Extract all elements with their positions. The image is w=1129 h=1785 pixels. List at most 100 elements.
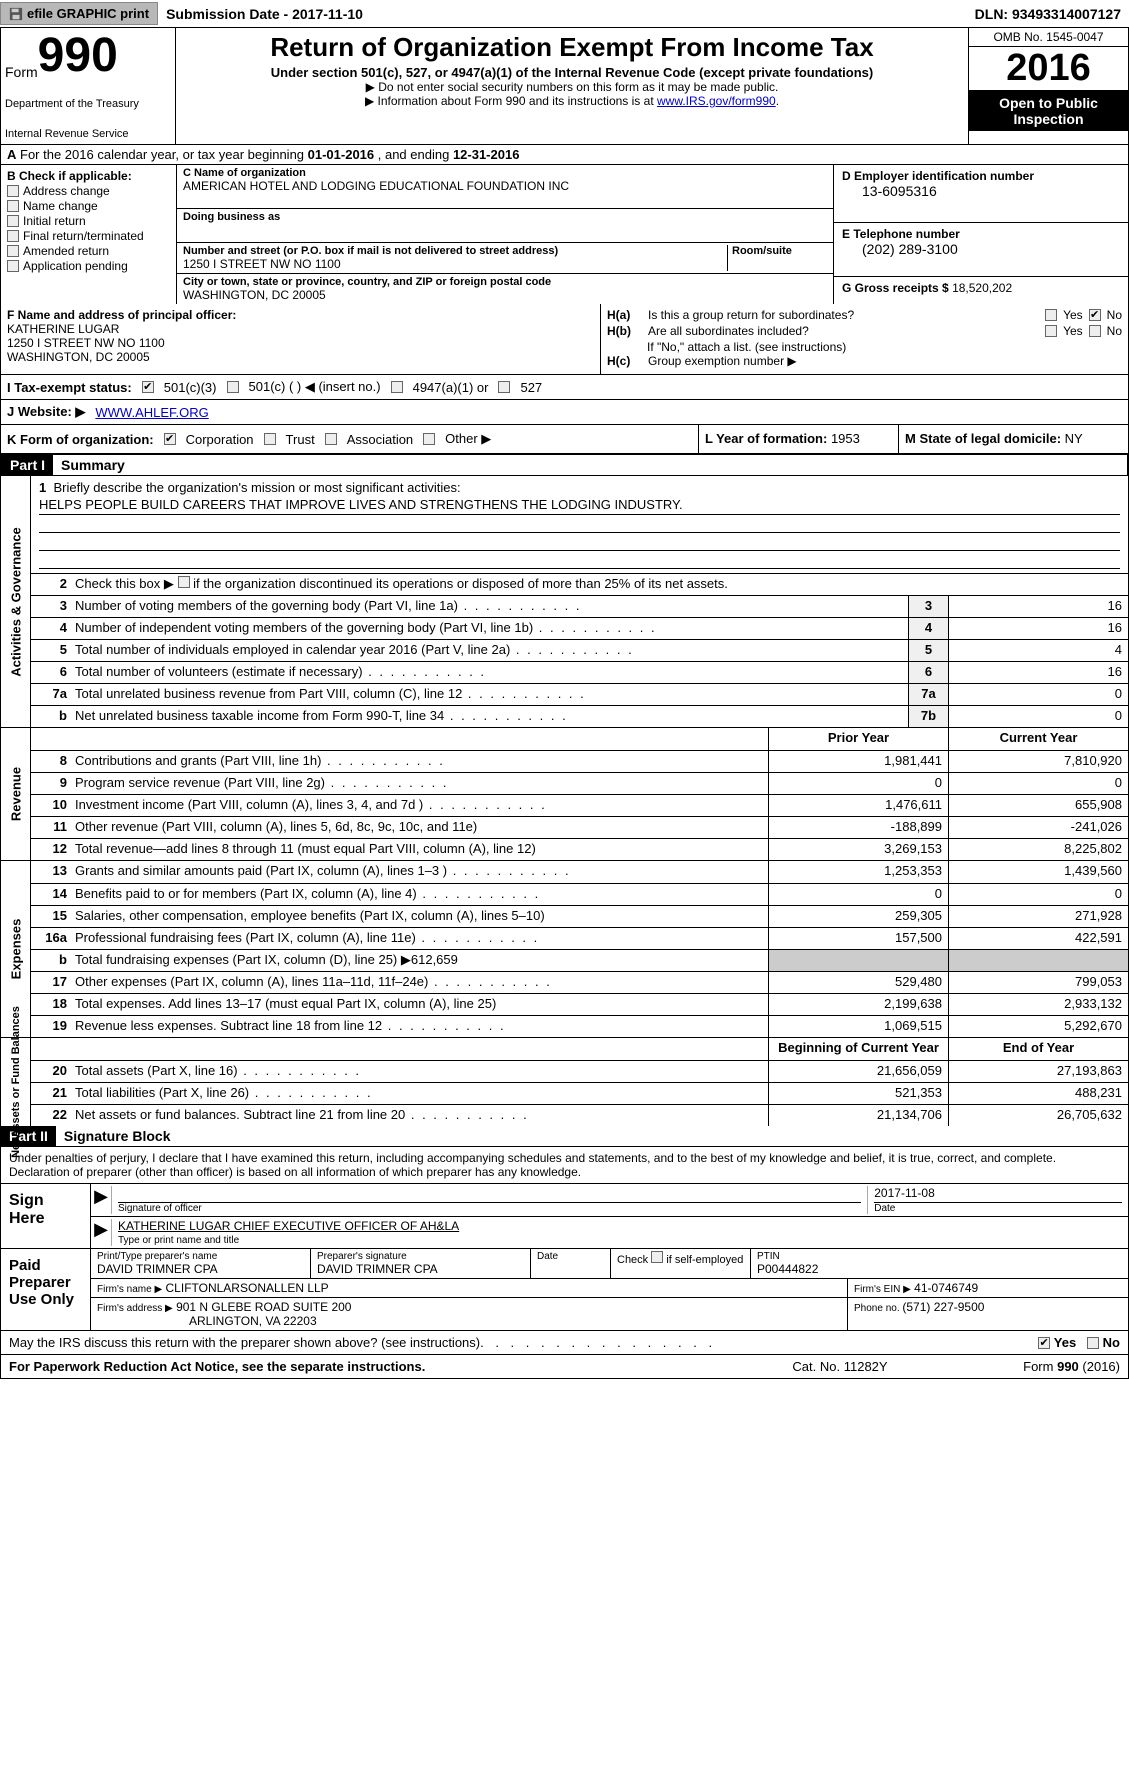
section-expenses: Expenses 13Grants and similar amounts pa… [1, 861, 1128, 1038]
cb-trust[interactable] [264, 433, 276, 445]
line-20: 20Total assets (Part X, line 16)21,656,0… [31, 1060, 1128, 1082]
box-h: H(a) Is this a group return for subordin… [601, 304, 1128, 374]
cb-app-pending[interactable] [7, 260, 19, 272]
prep-sig-cell: Preparer's signatureDAVID TRIMNER CPA [311, 1249, 531, 1278]
firm-ein-cell: Firm's EIN ▶ 41-0746749 [848, 1279, 1128, 1297]
box-l-year: L Year of formation: 1953 [698, 425, 898, 453]
box-org-name: C Name of organization AMERICAN HOTEL AN… [176, 165, 833, 209]
col-b-checkboxes: B Check if applicable: Address change Na… [1, 165, 176, 304]
cb-ha-yes[interactable] [1045, 309, 1057, 321]
cb-4947[interactable] [391, 381, 403, 393]
line-19: 19Revenue less expenses. Subtract line 1… [31, 1015, 1128, 1037]
section-net-assets: Net Assets or Fund Balances Beginning of… [1, 1038, 1128, 1126]
prep-date-cell: Date [531, 1249, 611, 1278]
line-13: 13Grants and similar amounts paid (Part … [31, 861, 1128, 883]
line-1-mission: 1 Briefly describe the organization's mi… [31, 476, 1128, 573]
line-3: 3Number of voting members of the governi… [31, 595, 1128, 617]
line-5: 5Total number of individuals employed in… [31, 639, 1128, 661]
arrow-icon: ▶ [91, 1219, 111, 1246]
ssn-note: ▶ Do not enter social security numbers o… [186, 80, 958, 94]
box-city: City or town, state or province, country… [176, 274, 833, 304]
cb-name-change[interactable] [7, 200, 19, 212]
line-7a: 7aTotal unrelated business revenue from … [31, 683, 1128, 705]
form-number: 990 [38, 32, 118, 80]
box-address: Number and street (or P.O. box if mail i… [176, 243, 833, 274]
line-15: 15Salaries, other compensation, employee… [31, 905, 1128, 927]
info-note: ▶ Information about Form 990 and its ins… [186, 94, 958, 108]
irs-link[interactable]: www.IRS.gov/form990 [657, 94, 776, 108]
cat-no: Cat. No. 11282Y [740, 1359, 940, 1374]
cb-501c3[interactable] [142, 381, 154, 393]
box-principal-officer: F Name and address of principal officer:… [1, 304, 601, 374]
sig-officer-label: Signature of officer [118, 1202, 861, 1214]
save-icon [9, 7, 23, 21]
line-18: 18Total expenses. Add lines 13–17 (must … [31, 993, 1128, 1015]
cb-amended[interactable] [7, 245, 19, 257]
line-6: 6Total number of volunteers (estimate if… [31, 661, 1128, 683]
line-16b: bTotal fundraising expenses (Part IX, co… [31, 949, 1128, 971]
form-subtitle: Under section 501(c), 527, or 4947(a)(1)… [186, 65, 958, 80]
header-center: Return of Organization Exempt From Incom… [176, 28, 968, 144]
cb-527[interactable] [498, 381, 510, 393]
header-right: OMB No. 1545-0047 2016 Open to Public In… [968, 28, 1128, 144]
tax-year: 2016 [969, 47, 1128, 91]
cb-self-employed[interactable] [651, 1251, 663, 1263]
row-fh: F Name and address of principal officer:… [0, 304, 1129, 375]
row-a-taxyear: A For the 2016 calendar year, or tax yea… [0, 145, 1129, 165]
col-c: C Name of organization AMERICAN HOTEL AN… [176, 165, 833, 304]
cb-other[interactable] [423, 433, 435, 445]
officer-name: KATHERINE LUGAR CHIEF EXECUTIVE OFFICER … [118, 1219, 1122, 1235]
line-21: 21Total liabilities (Part X, line 26)521… [31, 1082, 1128, 1104]
sidebar-revenue: Revenue [8, 767, 23, 821]
date-label: Date [874, 1202, 1122, 1214]
footer-row: For Paperwork Reduction Act Notice, see … [0, 1355, 1129, 1379]
line-7b: bNet unrelated business taxable income f… [31, 705, 1128, 727]
section-activities-governance: Activities & Governance 1 Briefly descri… [1, 476, 1128, 728]
row-klm: K Form of organization: Corporation Trus… [0, 425, 1129, 454]
signature-block: Under penalties of perjury, I declare th… [0, 1147, 1129, 1331]
box-room-suite: Room/suite [727, 245, 827, 271]
cb-address-change[interactable] [7, 185, 19, 197]
dln: DLN: 93493314007127 [975, 6, 1121, 22]
col-b-header: B Check if applicable: [7, 169, 170, 183]
cb-501c[interactable] [227, 381, 239, 393]
netassets-header-row: Beginning of Current YearEnd of Year [31, 1038, 1128, 1060]
type-name-label: Type or print name and title [118, 1235, 1122, 1246]
part-1-header: Part I Summary [1, 455, 1128, 476]
hb-note: If "No," attach a list. (see instruction… [607, 340, 1122, 354]
cb-corp[interactable] [164, 433, 176, 445]
arrow-icon: ▶ [91, 1186, 111, 1214]
top-bar: efile GRAPHIC print Submission Date - 20… [0, 0, 1129, 28]
part-2-header: Part II Signature Block [1, 1126, 1128, 1147]
cb-discuss-yes[interactable] [1038, 1337, 1050, 1349]
cb-final-return[interactable] [7, 230, 19, 242]
website-link[interactable]: WWW.AHLEF.ORG [95, 405, 208, 420]
cb-assoc[interactable] [325, 433, 337, 445]
section-bcd: B Check if applicable: Address change Na… [0, 165, 1129, 304]
form-footer: Form 990 (2016) [940, 1359, 1120, 1374]
efile-print-button[interactable]: efile GRAPHIC print [0, 2, 158, 25]
sidebar-net-assets: Net Assets or Fund Balances [10, 1006, 22, 1158]
line-14: 14Benefits paid to or for members (Part … [31, 883, 1128, 905]
firm-addr-cell: Firm's address ▶ 901 N GLEBE ROAD SUITE … [91, 1298, 848, 1330]
cb-initial-return[interactable] [7, 215, 19, 227]
line-8: 8Contributions and grants (Part VIII, li… [31, 750, 1128, 772]
submission-label: Submission Date - 2017-11-10 [166, 6, 363, 22]
revenue-header-row: Prior YearCurrent Year [31, 728, 1128, 750]
prep-name-cell: Print/Type preparer's nameDAVID TRIMNER … [91, 1249, 311, 1278]
cb-hb-yes[interactable] [1045, 325, 1057, 337]
row-j-website: J Website: ▶ WWW.AHLEF.ORG [0, 400, 1129, 425]
cb-ha-no[interactable] [1089, 309, 1101, 321]
form-header: Form 990 Department of the Treasury Inte… [0, 28, 1129, 145]
cb-discuss-no[interactable] [1087, 1337, 1099, 1349]
cb-hb-no[interactable] [1089, 325, 1101, 337]
discuss-row: May the IRS discuss this return with the… [0, 1331, 1129, 1355]
line-22: 22Net assets or fund balances. Subtract … [31, 1104, 1128, 1126]
line-9: 9Program service revenue (Part VIII, lin… [31, 772, 1128, 794]
efile-print-label: efile GRAPHIC print [27, 6, 149, 21]
box-telephone: E Telephone number (202) 289-3100 [834, 223, 1128, 277]
form-word: Form [5, 64, 38, 80]
box-k-form-org: K Form of organization: Corporation Trus… [1, 425, 698, 453]
cb-discontinued[interactable] [178, 576, 190, 588]
sign-here-label: Sign Here [1, 1184, 91, 1248]
